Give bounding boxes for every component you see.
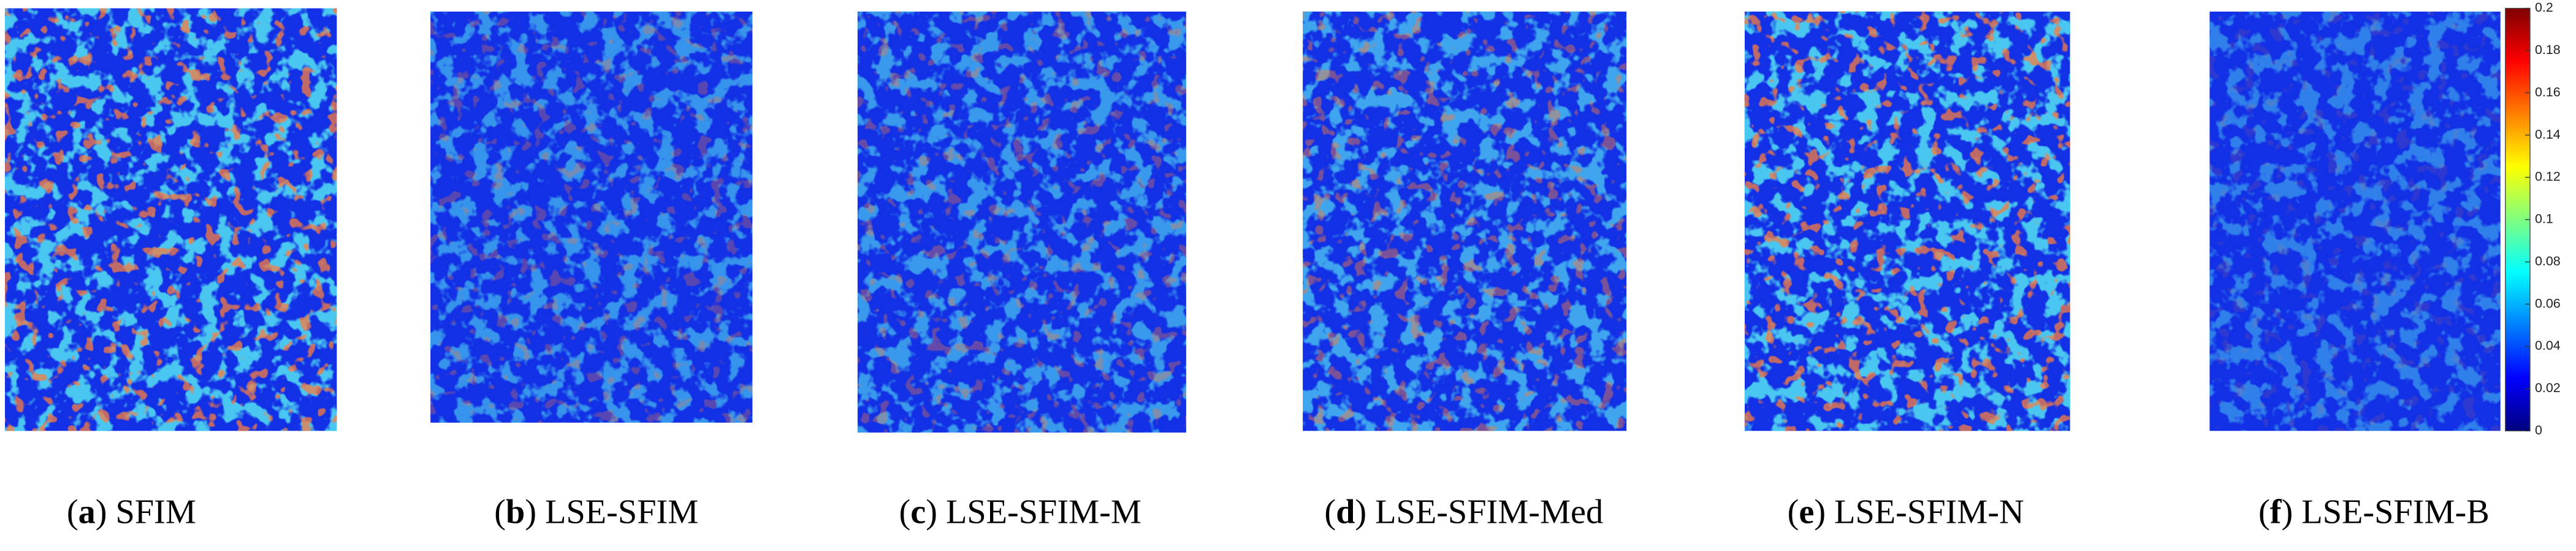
caption: (e) LSE-SFIM-N: [1788, 493, 2024, 531]
colorbar-tick-label: 0.14: [2535, 127, 2561, 142]
colorbar-tick-label: 0: [2535, 423, 2542, 437]
caption: (b) LSE-SFIM: [494, 493, 698, 531]
colorbar-tick-label: 0.16: [2535, 85, 2561, 99]
heatmap-hotspots: [2209, 11, 2501, 431]
colorbar-tick-label: 0.1: [2535, 212, 2553, 226]
colorbar-tick-label: 0.12: [2535, 169, 2561, 184]
colorbar-tick-label: 0.08: [2535, 253, 2561, 268]
caption-part: ) LSE-SFIM-B: [2282, 493, 2490, 531]
caption-part: (: [494, 493, 506, 531]
caption-part: ) LSE-SFIM: [525, 493, 698, 531]
colorbar-tick-label: 0.04: [2535, 338, 2561, 353]
colorbar-tick-label: 0.2: [2535, 0, 2553, 15]
caption-part: b: [506, 493, 525, 531]
panel: (d) LSE-SFIM-Med: [1303, 11, 1627, 531]
caption: (a) SFIM: [67, 493, 196, 531]
caption-part: ) LSE-SFIM-Med: [1355, 493, 1603, 531]
caption-part: (: [899, 493, 910, 531]
caption-part: ) SFIM: [96, 493, 196, 531]
caption-part: e: [1799, 493, 1814, 531]
heatmap-hotspots: [5, 8, 337, 431]
caption-part: d: [1336, 493, 1355, 531]
colorbar-tick-label: 0.18: [2535, 42, 2561, 57]
caption: (c) LSE-SFIM-M: [899, 493, 1141, 531]
caption: (f) LSE-SFIM-B: [2258, 493, 2490, 531]
caption-part: (: [1324, 493, 1336, 531]
caption-part: f: [2270, 493, 2282, 531]
caption-part: (: [67, 493, 78, 531]
caption-part: (: [2258, 493, 2270, 531]
heatmap-hotspots: [857, 11, 1186, 433]
colorbar-tick-label: 0.06: [2535, 296, 2561, 310]
heatmap-hotspots: [1303, 11, 1627, 431]
caption-part: a: [78, 493, 96, 531]
heatmap-hotspots: [430, 11, 753, 423]
caption-part: ) LSE-SFIM-M: [926, 493, 1141, 531]
panel: (e) LSE-SFIM-N: [1744, 11, 2070, 531]
caption-part: (: [1788, 493, 1799, 531]
panel: (b) LSE-SFIM: [430, 11, 753, 531]
caption-part: c: [910, 493, 926, 531]
caption: (d) LSE-SFIM-Med: [1324, 493, 1603, 531]
panel: (a) SFIM: [5, 8, 337, 531]
heatmap-hotspots: [1744, 11, 2070, 431]
caption-part: ) LSE-SFIM-N: [1814, 493, 2024, 531]
panel: (f) LSE-SFIM-B: [2209, 11, 2501, 531]
colorbar-tick-label: 0.02: [2535, 380, 2561, 395]
panel: (c) LSE-SFIM-M: [857, 11, 1186, 531]
